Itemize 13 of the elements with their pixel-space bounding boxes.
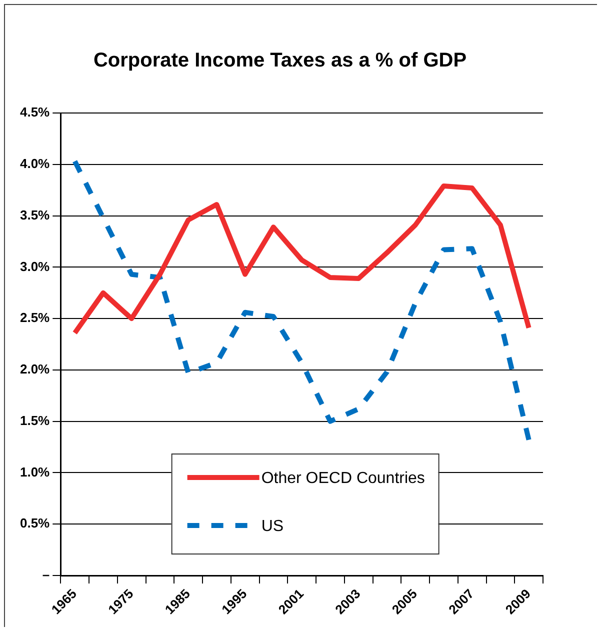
y-tick-label: 2.5% [20, 310, 50, 326]
y-tick-label: 3.5% [20, 207, 50, 222]
y-tick-label: 3.0% [20, 258, 50, 274]
legend-label: Other OECD Countries [261, 470, 425, 487]
legend-label: US [261, 518, 284, 535]
chart-title: Corporate Income Taxes as a % of GDP [93, 50, 467, 72]
y-tick-label: 4.0% [20, 156, 50, 171]
y-tick-label: – [42, 567, 50, 582]
y-tick-label: 2.0% [20, 362, 50, 377]
y-tick-label: 0.5% [20, 516, 50, 531]
y-tick-label: 4.5% [20, 104, 50, 120]
y-tick-label: 1.0% [20, 464, 50, 480]
y-tick-label: 1.5% [20, 412, 50, 428]
